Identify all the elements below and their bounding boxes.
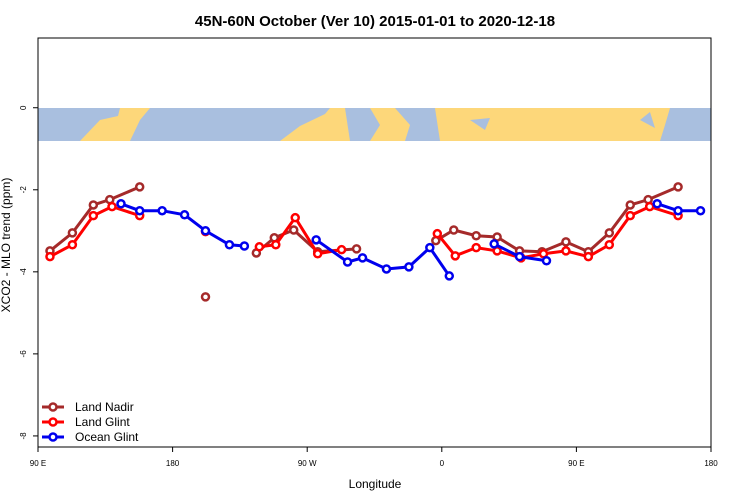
point bbox=[88, 210, 99, 221]
point bbox=[288, 225, 299, 235]
y-tick-label: -6 bbox=[19, 350, 28, 358]
x-tick-label: 90 E bbox=[30, 459, 46, 468]
x-tick-label: 180 bbox=[704, 459, 718, 468]
point bbox=[673, 205, 683, 216]
point bbox=[561, 237, 571, 247]
point bbox=[271, 240, 281, 250]
point bbox=[357, 253, 368, 263]
legend-label: Land Glint bbox=[75, 415, 130, 429]
point bbox=[45, 251, 55, 262]
point bbox=[432, 228, 443, 239]
point bbox=[444, 271, 455, 281]
point bbox=[134, 182, 145, 192]
point bbox=[200, 292, 211, 302]
point bbox=[312, 249, 323, 259]
point bbox=[381, 264, 392, 274]
y-tick-label: 0 bbox=[19, 105, 28, 110]
point bbox=[67, 228, 78, 238]
point bbox=[107, 201, 117, 212]
legend-marker bbox=[48, 432, 58, 442]
x-tick-label: 90 W bbox=[298, 459, 317, 468]
point bbox=[541, 256, 552, 266]
point bbox=[404, 262, 414, 272]
y-tick-label: -4 bbox=[19, 268, 28, 276]
series-line bbox=[435, 185, 679, 254]
point bbox=[342, 257, 353, 267]
point bbox=[644, 201, 655, 212]
point bbox=[471, 242, 481, 253]
legend-marker bbox=[48, 402, 58, 412]
point bbox=[134, 205, 145, 216]
point bbox=[116, 198, 126, 209]
point bbox=[311, 235, 321, 245]
point bbox=[695, 205, 706, 216]
point bbox=[179, 210, 190, 220]
x-tick-label: 0 bbox=[440, 459, 445, 468]
point bbox=[67, 240, 78, 250]
legend-marker bbox=[48, 417, 58, 427]
legend-label: Land Nadir bbox=[75, 400, 134, 414]
point bbox=[604, 228, 615, 238]
x-axis-label: Longitude bbox=[349, 477, 402, 491]
point bbox=[336, 244, 347, 255]
plot-frame bbox=[37, 37, 712, 448]
y-tick-label: -8 bbox=[19, 432, 28, 440]
y-tick-label: -2 bbox=[19, 186, 28, 194]
point bbox=[254, 242, 265, 252]
x-tick-label: 90 E bbox=[568, 459, 584, 468]
point bbox=[290, 212, 300, 223]
point bbox=[425, 242, 435, 253]
map-strip bbox=[38, 108, 711, 141]
legend-label: Ocean Glint bbox=[75, 430, 139, 444]
point bbox=[351, 244, 362, 254]
point bbox=[583, 251, 594, 262]
point bbox=[471, 230, 481, 241]
point bbox=[561, 246, 571, 256]
point bbox=[652, 198, 662, 209]
point bbox=[157, 205, 167, 216]
y-axis-label: XCO2 - MLO trend (ppm) bbox=[0, 178, 13, 313]
point bbox=[625, 210, 635, 221]
x-tick-label: 180 bbox=[166, 459, 180, 468]
point bbox=[673, 182, 683, 192]
point bbox=[88, 200, 99, 210]
point bbox=[450, 251, 461, 261]
point bbox=[449, 225, 459, 235]
point bbox=[489, 239, 499, 249]
point bbox=[239, 241, 250, 251]
point bbox=[224, 240, 235, 250]
point bbox=[200, 226, 211, 236]
chart-title: 45N-60N October (Ver 10) 2015-01-01 to 2… bbox=[195, 13, 555, 30]
point bbox=[514, 251, 525, 262]
point bbox=[625, 200, 635, 210]
point bbox=[604, 240, 615, 250]
